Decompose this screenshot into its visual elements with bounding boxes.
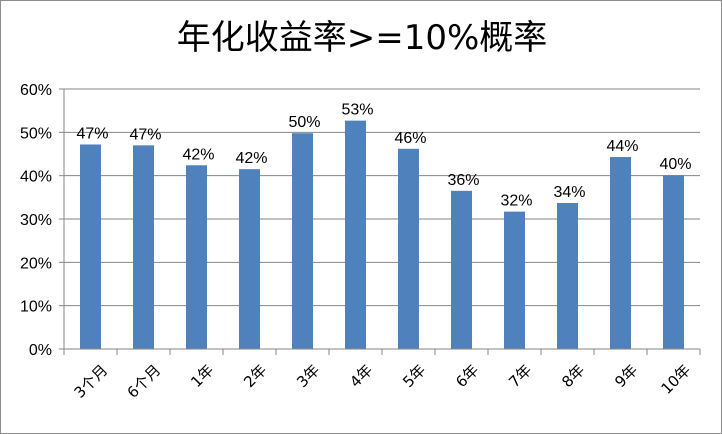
- x-tick-label: 9年: [611, 361, 641, 391]
- y-tick-label: 30%: [20, 212, 52, 229]
- data-labels: 47% 47% 42% 42% 50% 53% 46% 36% 32% 34% 44% 40%: [76, 102, 691, 210]
- bars: [80, 120, 684, 349]
- data-label: 42%: [235, 150, 267, 167]
- x-tick-label: 3年: [293, 361, 323, 391]
- bar: [557, 202, 578, 349]
- bar: [345, 120, 366, 349]
- x-tick-label: 8年: [558, 361, 588, 391]
- x-tick-label: 6个月: [124, 361, 165, 402]
- bar: [239, 169, 260, 349]
- data-label: 44%: [606, 138, 638, 155]
- bar: [610, 157, 631, 349]
- data-label: 47%: [76, 125, 108, 142]
- data-label: 46%: [394, 130, 426, 147]
- data-label: 34%: [553, 184, 585, 201]
- x-tick-label: 1年: [187, 361, 217, 391]
- x-tick-label: 4年: [346, 361, 376, 391]
- bar: [186, 165, 207, 349]
- y-tick-label: 60%: [20, 82, 52, 99]
- y-tick-label: 40%: [20, 169, 52, 186]
- bar: [663, 175, 684, 349]
- bar: [80, 144, 101, 349]
- bar: [504, 211, 525, 349]
- bar: [451, 190, 472, 349]
- y-tick-label: 20%: [20, 255, 52, 272]
- x-tick-label: 2年: [240, 361, 270, 391]
- data-label: 53%: [341, 102, 373, 119]
- data-label: 40%: [659, 156, 691, 173]
- x-tick-label: 6年: [452, 361, 482, 391]
- chart-title: 年化收益率>=10%概率: [177, 18, 548, 58]
- gridlines: [64, 88, 700, 307]
- bar: [398, 148, 419, 349]
- y-tick-label: 50%: [20, 125, 52, 142]
- data-label: 50%: [288, 114, 320, 131]
- data-label: 47%: [129, 126, 161, 143]
- x-tick-label: 7年: [505, 361, 535, 391]
- data-label: 42%: [182, 146, 214, 163]
- bar: [133, 145, 154, 349]
- data-label: 36%: [447, 172, 479, 189]
- x-tick-label: 5年: [399, 361, 429, 391]
- y-tick-label: 0%: [29, 342, 52, 359]
- x-tick-label: 10年: [657, 361, 694, 398]
- y-tick-labels: 0% 10% 20% 30% 40% 50% 60%: [20, 82, 52, 359]
- data-label: 32%: [500, 193, 532, 210]
- y-tick-label: 10%: [20, 299, 52, 316]
- axes: [59, 88, 701, 355]
- x-tick-label: 3个月: [71, 361, 112, 402]
- bar: [292, 133, 313, 349]
- x-tick-labels: 3个月 6个月 1年 2年 3年 4年 5年 6年 7年 8年 9年 10年: [71, 361, 695, 402]
